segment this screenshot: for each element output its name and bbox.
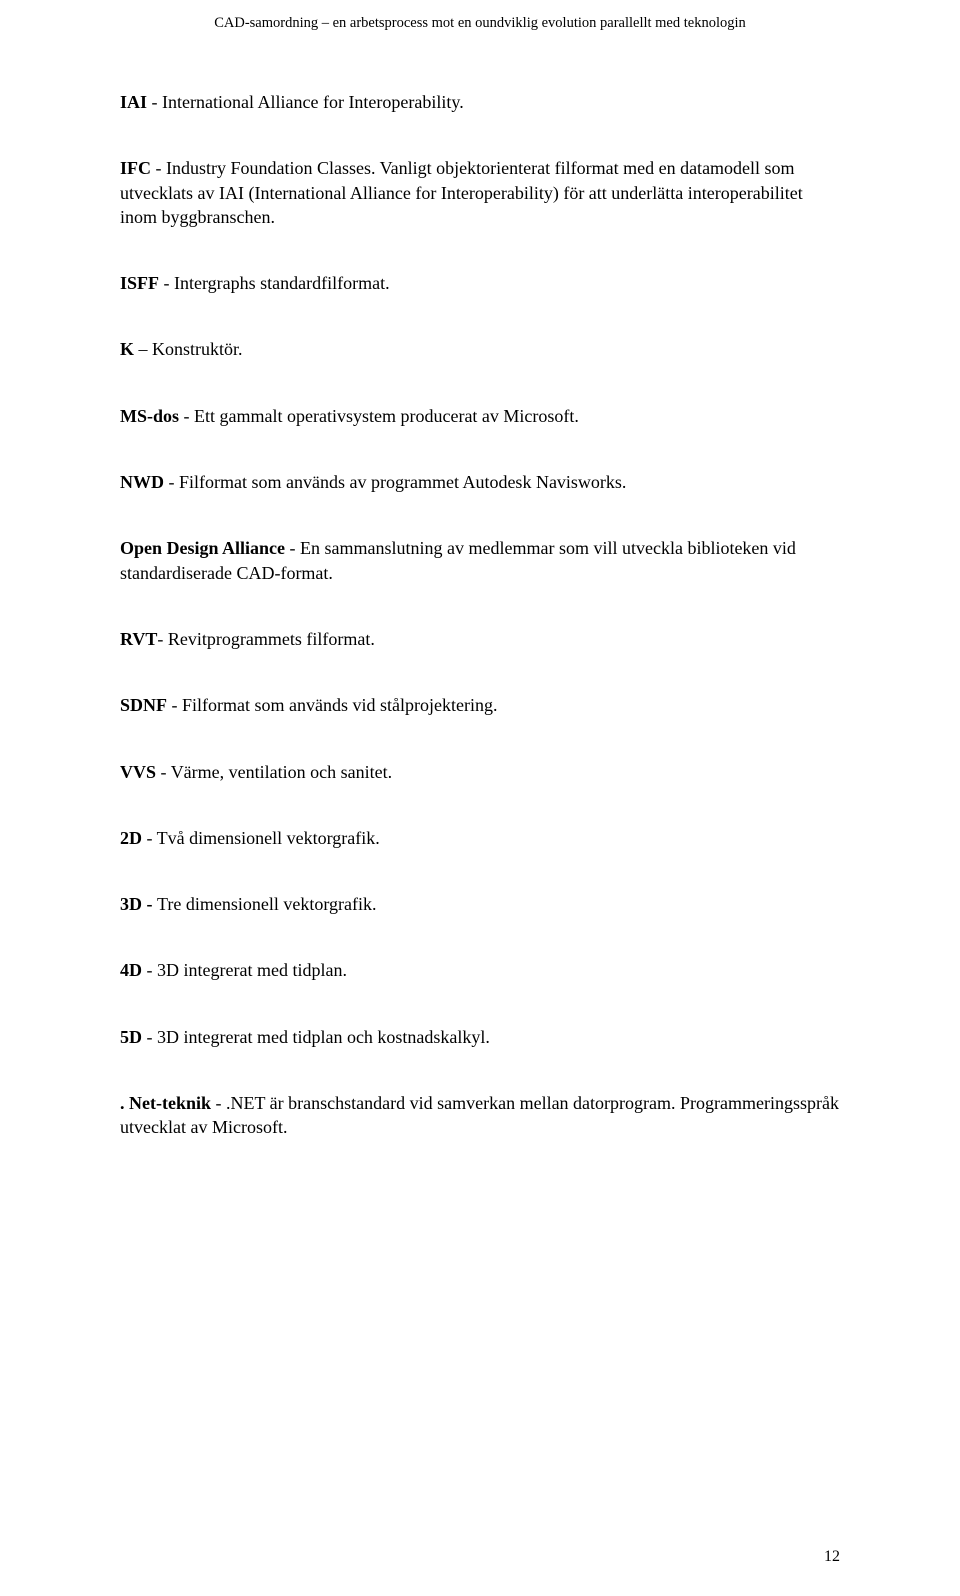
glossary-entry: NWD - Filformat som används av programme… xyxy=(120,470,840,494)
glossary-description: Värme, ventilation och sanitet. xyxy=(171,762,392,782)
glossary-description: International Alliance for Interoperabil… xyxy=(162,92,464,112)
glossary-term: SDNF xyxy=(120,695,167,715)
glossary-entry: 3D - Tre dimensionell vektorgrafik. xyxy=(120,892,840,916)
glossary-separator: - xyxy=(285,538,300,558)
glossary-term: MS-dos xyxy=(120,406,179,426)
glossary-description: Filformat som används vid stålprojekteri… xyxy=(182,695,497,715)
glossary-term: 5D xyxy=(120,1027,142,1047)
glossary-term: . Net-teknik xyxy=(120,1093,211,1113)
glossary-separator: - xyxy=(156,762,171,782)
glossary-term: IFC xyxy=(120,158,151,178)
glossary-entry: RVT- Revitprogrammets filformat. xyxy=(120,627,840,651)
glossary-entry: 5D - 3D integrerat med tidplan och kostn… xyxy=(120,1025,840,1049)
glossary-separator: - xyxy=(147,92,162,112)
glossary-description: Intergraphs standardfilformat. xyxy=(174,273,390,293)
glossary-description: Konstruktör. xyxy=(152,339,243,359)
glossary-description: Två dimensionell vektorgrafik. xyxy=(157,828,380,848)
glossary-separator: - xyxy=(142,828,157,848)
glossary-separator: - xyxy=(142,960,157,980)
glossary-description: Tre dimensionell vektorgrafik. xyxy=(157,894,376,914)
glossary-description: 3D integrerat med tidplan och kostnadska… xyxy=(157,1027,490,1047)
glossary-entry: . Net-teknik - .NET är branschstandard v… xyxy=(120,1091,840,1140)
glossary-separator: - xyxy=(164,472,179,492)
glossary-separator: - xyxy=(179,406,194,426)
glossary-entry: IAI - International Alliance for Interop… xyxy=(120,90,840,114)
page-header: CAD-samordning – en arbetsprocess mot en… xyxy=(120,15,840,32)
glossary-term: Open Design Alliance xyxy=(120,538,285,558)
glossary-description: Filformat som används av programmet Auto… xyxy=(179,472,626,492)
glossary-entry: 2D - Två dimensionell vektorgrafik. xyxy=(120,826,840,850)
glossary-entry: K – Konstruktör. xyxy=(120,337,840,361)
glossary-entry: Open Design Alliance - En sammanslutning… xyxy=(120,536,840,585)
glossary-term: 2D xyxy=(120,828,142,848)
glossary-term: IAI xyxy=(120,92,147,112)
glossary-separator: - xyxy=(167,695,182,715)
glossary-description: 3D integrerat med tidplan. xyxy=(157,960,347,980)
glossary-term: VVS xyxy=(120,762,156,782)
glossary-separator: – xyxy=(134,339,152,359)
glossary-entry: VVS - Värme, ventilation och sanitet. xyxy=(120,760,840,784)
glossary-description: Industry Foundation Classes. Vanligt obj… xyxy=(120,158,803,227)
glossary-separator: - xyxy=(211,1093,226,1113)
glossary-term: 3D - xyxy=(120,894,157,914)
glossary-separator: - xyxy=(159,273,174,293)
glossary-term: 4D xyxy=(120,960,142,980)
glossary-entry: SDNF - Filformat som används vid stålpro… xyxy=(120,693,840,717)
glossary-entry: 4D - 3D integrerat med tidplan. xyxy=(120,958,840,982)
glossary-separator: - xyxy=(157,629,168,649)
glossary-term: K xyxy=(120,339,134,359)
glossary-term: RVT xyxy=(120,629,157,649)
glossary-description: Ett gammalt operativsystem producerat av… xyxy=(194,406,579,426)
page-number: 12 xyxy=(824,1548,840,1566)
glossary-entry: ISFF - Intergraphs standardfilformat. xyxy=(120,271,840,295)
glossary-separator: - xyxy=(151,158,166,178)
glossary-entry: IFC - Industry Foundation Classes. Vanli… xyxy=(120,156,840,229)
glossary-entry: MS-dos - Ett gammalt operativsystem prod… xyxy=(120,404,840,428)
glossary-separator: - xyxy=(142,1027,157,1047)
glossary-description: .NET är branschstandard vid samverkan me… xyxy=(120,1093,839,1137)
glossary-term: ISFF xyxy=(120,273,159,293)
glossary-description: Revitprogrammets filformat. xyxy=(168,629,375,649)
glossary-list: IAI - International Alliance for Interop… xyxy=(120,90,840,1140)
glossary-term: NWD xyxy=(120,472,164,492)
